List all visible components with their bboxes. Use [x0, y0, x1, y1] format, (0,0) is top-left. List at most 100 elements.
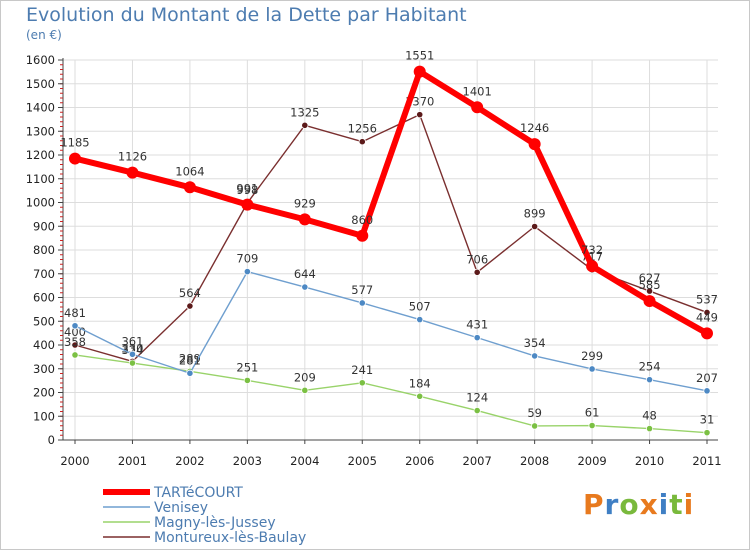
data-label: 354 — [524, 336, 546, 350]
data-point — [71, 341, 79, 349]
data-label: 299 — [581, 349, 603, 363]
x-tick-label: 2005 — [348, 454, 377, 468]
y-tick-label: 900 — [33, 219, 55, 233]
data-point — [416, 111, 424, 119]
data-label: 31 — [700, 413, 715, 427]
y-tick-label: 1000 — [26, 196, 55, 210]
x-tick-label: 2009 — [577, 454, 606, 468]
data-point — [358, 138, 366, 146]
y-tick-label: 300 — [33, 362, 55, 376]
y-tick-label: 1500 — [26, 77, 55, 91]
data-label: 207 — [696, 371, 718, 385]
x-tick-label: 2001 — [118, 454, 147, 468]
data-point — [128, 359, 137, 367]
data-label: 48 — [642, 409, 657, 423]
data-label: 644 — [294, 267, 316, 281]
data-label: 241 — [351, 363, 373, 377]
data-point — [243, 268, 251, 276]
y-tick-label: 700 — [33, 267, 55, 281]
y-tick-label: 800 — [33, 243, 55, 257]
y-tick-label: 1400 — [26, 101, 55, 115]
y-tick-label: 1100 — [26, 172, 55, 186]
data-label: 991 — [236, 182, 258, 196]
data-label: 61 — [585, 406, 600, 420]
data-point — [241, 198, 254, 211]
data-point — [301, 121, 309, 129]
data-point — [301, 386, 309, 394]
legend-label: TARTéCOURT — [153, 485, 243, 501]
data-label: 860 — [351, 213, 373, 227]
data-label: 324 — [121, 343, 143, 357]
logo-letter: x — [639, 488, 659, 521]
data-point — [128, 350, 137, 358]
data-label: 998 — [236, 183, 258, 197]
legend-label: Montureux-lès-Baulay — [154, 530, 306, 546]
grid — [63, 59, 718, 440]
data-label: 1185 — [60, 136, 89, 150]
x-tick-label: 2002 — [175, 454, 204, 468]
data-point — [243, 376, 251, 384]
data-label: 929 — [294, 196, 316, 210]
data-point — [645, 376, 654, 384]
data-label: 59 — [527, 406, 542, 420]
data-point — [703, 429, 711, 437]
y-tick-label: 600 — [33, 291, 55, 305]
x-tick-label: 2008 — [520, 454, 549, 468]
data-point — [531, 352, 539, 360]
data-point — [416, 315, 424, 324]
logo-letter: i — [658, 488, 670, 521]
data-label: 358 — [64, 335, 86, 349]
x-tick-label: 2000 — [60, 454, 89, 468]
proxiti-logo: Proxiti — [583, 488, 694, 521]
data-point — [473, 334, 481, 342]
data-point — [473, 406, 481, 415]
data-label: 184 — [409, 376, 431, 390]
data-label: 564 — [179, 286, 201, 300]
data-point — [186, 302, 194, 310]
logo-letter: P — [583, 488, 605, 521]
chart-title: Evolution du Montant de la Dette par Hab… — [26, 4, 467, 26]
data-label: 1126 — [118, 150, 147, 164]
data-label: 1256 — [348, 122, 377, 136]
data-label: 289 — [179, 351, 201, 365]
x-tick-label: 2007 — [463, 454, 492, 468]
data-label: 732 — [581, 243, 603, 257]
data-point — [703, 308, 711, 317]
logo-letter: t — [669, 488, 684, 521]
data-label: 449 — [696, 310, 718, 324]
data-label: 627 — [639, 271, 661, 285]
y-tick-label: 0 — [48, 433, 55, 447]
data-label: 481 — [64, 306, 86, 320]
x-tick-label: 2006 — [405, 454, 434, 468]
data-label: 431 — [466, 318, 488, 332]
data-label: 507 — [409, 300, 431, 314]
data-point — [71, 322, 79, 330]
data-point — [183, 181, 196, 194]
data-label: 1246 — [520, 121, 549, 135]
logo-letter: i — [683, 488, 695, 521]
data-point — [531, 222, 539, 231]
axes: 0 100 200 300 400 500 600 700 800 900 1000 1100 1200… — [26, 53, 722, 468]
data-point — [416, 392, 424, 400]
data-point — [645, 424, 654, 433]
data-point — [701, 327, 713, 340]
y-tick-label: 1300 — [26, 124, 55, 138]
data-label: 709 — [236, 252, 258, 266]
data-label: 361 — [121, 334, 143, 348]
data-label: 124 — [466, 391, 488, 405]
series-line — [74, 270, 708, 392]
x-tick-label: 2011 — [692, 454, 721, 468]
data-point — [301, 283, 309, 291]
data-point — [471, 101, 484, 114]
data-point — [528, 138, 541, 151]
y-tick-label: 1200 — [26, 148, 55, 162]
data-point — [586, 260, 599, 273]
data-label: 537 — [696, 292, 718, 306]
data-label: 1064 — [175, 164, 204, 178]
data-label: 1401 — [463, 84, 492, 98]
data-label: 585 — [639, 278, 661, 292]
data-point — [298, 213, 311, 226]
x-tick-label: 2004 — [290, 454, 319, 468]
